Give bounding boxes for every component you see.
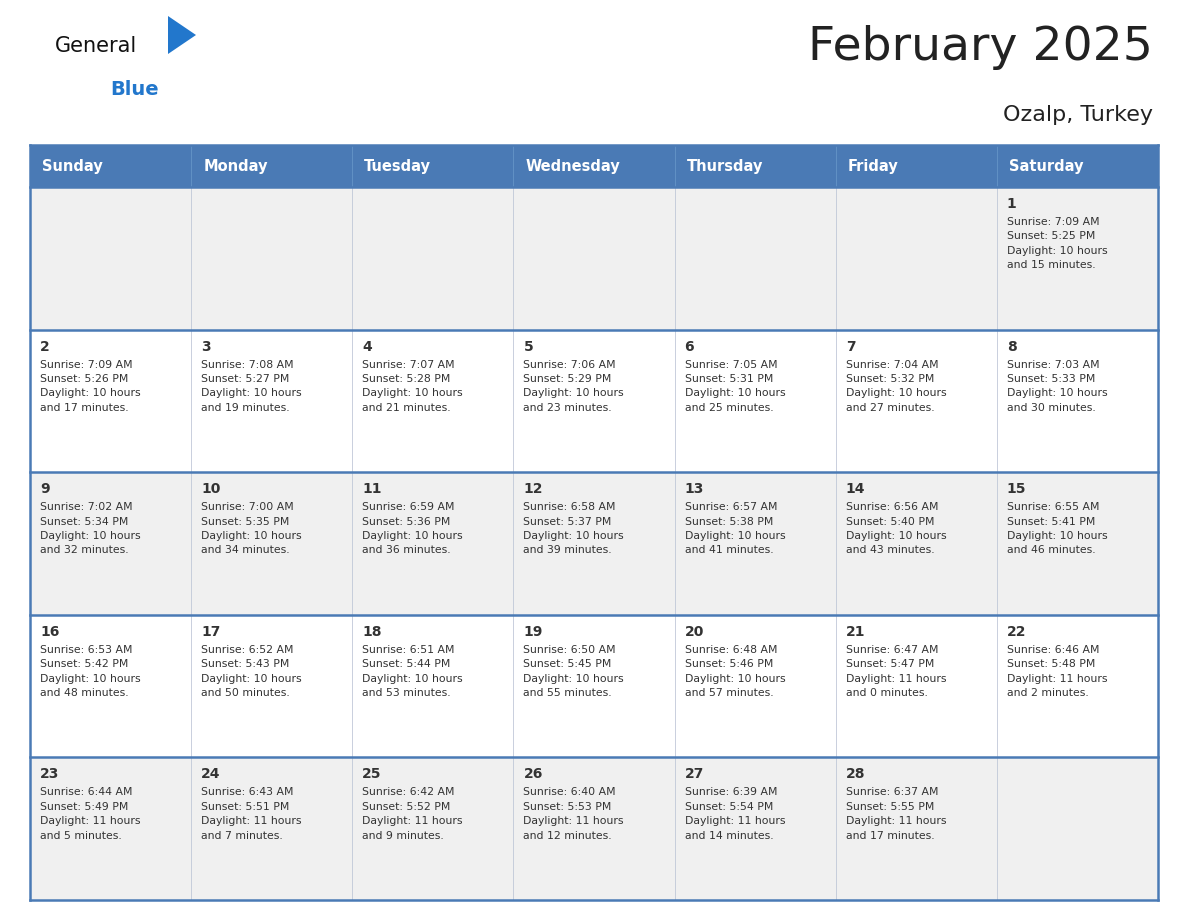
Text: 11: 11 bbox=[362, 482, 381, 497]
Text: Sunrise: 6:59 AM
Sunset: 5:36 PM
Daylight: 10 hours
and 36 minutes.: Sunrise: 6:59 AM Sunset: 5:36 PM Dayligh… bbox=[362, 502, 463, 555]
Text: 8: 8 bbox=[1007, 340, 1017, 353]
Text: 20: 20 bbox=[684, 625, 704, 639]
Text: 12: 12 bbox=[524, 482, 543, 497]
Text: Sunrise: 7:06 AM
Sunset: 5:29 PM
Daylight: 10 hours
and 23 minutes.: Sunrise: 7:06 AM Sunset: 5:29 PM Dayligh… bbox=[524, 360, 624, 413]
Text: Sunrise: 6:53 AM
Sunset: 5:42 PM
Daylight: 10 hours
and 48 minutes.: Sunrise: 6:53 AM Sunset: 5:42 PM Dayligh… bbox=[40, 644, 140, 698]
Text: 14: 14 bbox=[846, 482, 865, 497]
Text: Sunrise: 7:08 AM
Sunset: 5:27 PM
Daylight: 10 hours
and 19 minutes.: Sunrise: 7:08 AM Sunset: 5:27 PM Dayligh… bbox=[201, 360, 302, 413]
Text: General: General bbox=[55, 36, 138, 56]
Text: Sunrise: 7:03 AM
Sunset: 5:33 PM
Daylight: 10 hours
and 30 minutes.: Sunrise: 7:03 AM Sunset: 5:33 PM Dayligh… bbox=[1007, 360, 1107, 413]
Bar bbox=[30, 472, 1158, 615]
Bar bbox=[30, 615, 1158, 757]
Text: 28: 28 bbox=[846, 767, 865, 781]
Text: 10: 10 bbox=[201, 482, 221, 497]
Text: Sunday: Sunday bbox=[42, 159, 102, 174]
Text: Sunrise: 6:46 AM
Sunset: 5:48 PM
Daylight: 11 hours
and 2 minutes.: Sunrise: 6:46 AM Sunset: 5:48 PM Dayligh… bbox=[1007, 644, 1107, 698]
Text: Sunrise: 6:57 AM
Sunset: 5:38 PM
Daylight: 10 hours
and 41 minutes.: Sunrise: 6:57 AM Sunset: 5:38 PM Dayligh… bbox=[684, 502, 785, 555]
Text: 6: 6 bbox=[684, 340, 694, 353]
Text: Sunrise: 7:09 AM
Sunset: 5:26 PM
Daylight: 10 hours
and 17 minutes.: Sunrise: 7:09 AM Sunset: 5:26 PM Dayligh… bbox=[40, 360, 140, 413]
Text: Friday: Friday bbox=[848, 159, 898, 174]
Text: Sunrise: 7:04 AM
Sunset: 5:32 PM
Daylight: 10 hours
and 27 minutes.: Sunrise: 7:04 AM Sunset: 5:32 PM Dayligh… bbox=[846, 360, 947, 413]
Text: 27: 27 bbox=[684, 767, 704, 781]
Text: Sunrise: 7:07 AM
Sunset: 5:28 PM
Daylight: 10 hours
and 21 minutes.: Sunrise: 7:07 AM Sunset: 5:28 PM Dayligh… bbox=[362, 360, 463, 413]
Text: Sunrise: 6:48 AM
Sunset: 5:46 PM
Daylight: 10 hours
and 57 minutes.: Sunrise: 6:48 AM Sunset: 5:46 PM Dayligh… bbox=[684, 644, 785, 698]
Text: 16: 16 bbox=[40, 625, 59, 639]
Text: 9: 9 bbox=[40, 482, 50, 497]
Text: 2: 2 bbox=[40, 340, 50, 353]
Text: Sunrise: 6:42 AM
Sunset: 5:52 PM
Daylight: 11 hours
and 9 minutes.: Sunrise: 6:42 AM Sunset: 5:52 PM Dayligh… bbox=[362, 788, 463, 841]
Text: 26: 26 bbox=[524, 767, 543, 781]
Text: 23: 23 bbox=[40, 767, 59, 781]
Text: Sunrise: 6:56 AM
Sunset: 5:40 PM
Daylight: 10 hours
and 43 minutes.: Sunrise: 6:56 AM Sunset: 5:40 PM Dayligh… bbox=[846, 502, 947, 555]
Text: Sunrise: 6:47 AM
Sunset: 5:47 PM
Daylight: 11 hours
and 0 minutes.: Sunrise: 6:47 AM Sunset: 5:47 PM Dayligh… bbox=[846, 644, 946, 698]
Text: Monday: Monday bbox=[203, 159, 267, 174]
Bar bbox=[30, 145, 1158, 187]
Text: 15: 15 bbox=[1007, 482, 1026, 497]
Text: Blue: Blue bbox=[110, 80, 159, 99]
Text: 22: 22 bbox=[1007, 625, 1026, 639]
Bar bbox=[30, 187, 1158, 330]
Text: Ozalp, Turkey: Ozalp, Turkey bbox=[1003, 105, 1154, 125]
Text: Sunrise: 7:05 AM
Sunset: 5:31 PM
Daylight: 10 hours
and 25 minutes.: Sunrise: 7:05 AM Sunset: 5:31 PM Dayligh… bbox=[684, 360, 785, 413]
Text: 25: 25 bbox=[362, 767, 381, 781]
Text: Sunrise: 6:43 AM
Sunset: 5:51 PM
Daylight: 11 hours
and 7 minutes.: Sunrise: 6:43 AM Sunset: 5:51 PM Dayligh… bbox=[201, 788, 302, 841]
Text: Sunrise: 6:52 AM
Sunset: 5:43 PM
Daylight: 10 hours
and 50 minutes.: Sunrise: 6:52 AM Sunset: 5:43 PM Dayligh… bbox=[201, 644, 302, 698]
Text: Sunrise: 7:00 AM
Sunset: 5:35 PM
Daylight: 10 hours
and 34 minutes.: Sunrise: 7:00 AM Sunset: 5:35 PM Dayligh… bbox=[201, 502, 302, 555]
Text: Sunrise: 6:40 AM
Sunset: 5:53 PM
Daylight: 11 hours
and 12 minutes.: Sunrise: 6:40 AM Sunset: 5:53 PM Dayligh… bbox=[524, 788, 624, 841]
Text: Sunrise: 6:37 AM
Sunset: 5:55 PM
Daylight: 11 hours
and 17 minutes.: Sunrise: 6:37 AM Sunset: 5:55 PM Dayligh… bbox=[846, 788, 946, 841]
Text: Sunrise: 6:50 AM
Sunset: 5:45 PM
Daylight: 10 hours
and 55 minutes.: Sunrise: 6:50 AM Sunset: 5:45 PM Dayligh… bbox=[524, 644, 624, 698]
Text: Sunrise: 6:39 AM
Sunset: 5:54 PM
Daylight: 11 hours
and 14 minutes.: Sunrise: 6:39 AM Sunset: 5:54 PM Dayligh… bbox=[684, 788, 785, 841]
Polygon shape bbox=[168, 16, 196, 54]
Text: 7: 7 bbox=[846, 340, 855, 353]
Text: 5: 5 bbox=[524, 340, 533, 353]
Text: 13: 13 bbox=[684, 482, 704, 497]
Text: 4: 4 bbox=[362, 340, 372, 353]
Text: 1: 1 bbox=[1007, 197, 1017, 211]
Text: 17: 17 bbox=[201, 625, 221, 639]
Text: Sunrise: 6:58 AM
Sunset: 5:37 PM
Daylight: 10 hours
and 39 minutes.: Sunrise: 6:58 AM Sunset: 5:37 PM Dayligh… bbox=[524, 502, 624, 555]
Bar bbox=[30, 757, 1158, 900]
Text: Thursday: Thursday bbox=[687, 159, 763, 174]
Text: Sunrise: 7:02 AM
Sunset: 5:34 PM
Daylight: 10 hours
and 32 minutes.: Sunrise: 7:02 AM Sunset: 5:34 PM Dayligh… bbox=[40, 502, 140, 555]
Text: February 2025: February 2025 bbox=[808, 25, 1154, 70]
Text: 18: 18 bbox=[362, 625, 381, 639]
Text: Saturday: Saturday bbox=[1009, 159, 1083, 174]
Text: 24: 24 bbox=[201, 767, 221, 781]
Text: 21: 21 bbox=[846, 625, 865, 639]
Text: Sunrise: 6:44 AM
Sunset: 5:49 PM
Daylight: 11 hours
and 5 minutes.: Sunrise: 6:44 AM Sunset: 5:49 PM Dayligh… bbox=[40, 788, 140, 841]
Text: 19: 19 bbox=[524, 625, 543, 639]
Text: Sunrise: 6:55 AM
Sunset: 5:41 PM
Daylight: 10 hours
and 46 minutes.: Sunrise: 6:55 AM Sunset: 5:41 PM Dayligh… bbox=[1007, 502, 1107, 555]
Text: Sunrise: 7:09 AM
Sunset: 5:25 PM
Daylight: 10 hours
and 15 minutes.: Sunrise: 7:09 AM Sunset: 5:25 PM Dayligh… bbox=[1007, 217, 1107, 270]
Text: Sunrise: 6:51 AM
Sunset: 5:44 PM
Daylight: 10 hours
and 53 minutes.: Sunrise: 6:51 AM Sunset: 5:44 PM Dayligh… bbox=[362, 644, 463, 698]
Text: 3: 3 bbox=[201, 340, 210, 353]
Text: Tuesday: Tuesday bbox=[365, 159, 431, 174]
Text: Wednesday: Wednesday bbox=[525, 159, 620, 174]
Bar bbox=[30, 330, 1158, 472]
